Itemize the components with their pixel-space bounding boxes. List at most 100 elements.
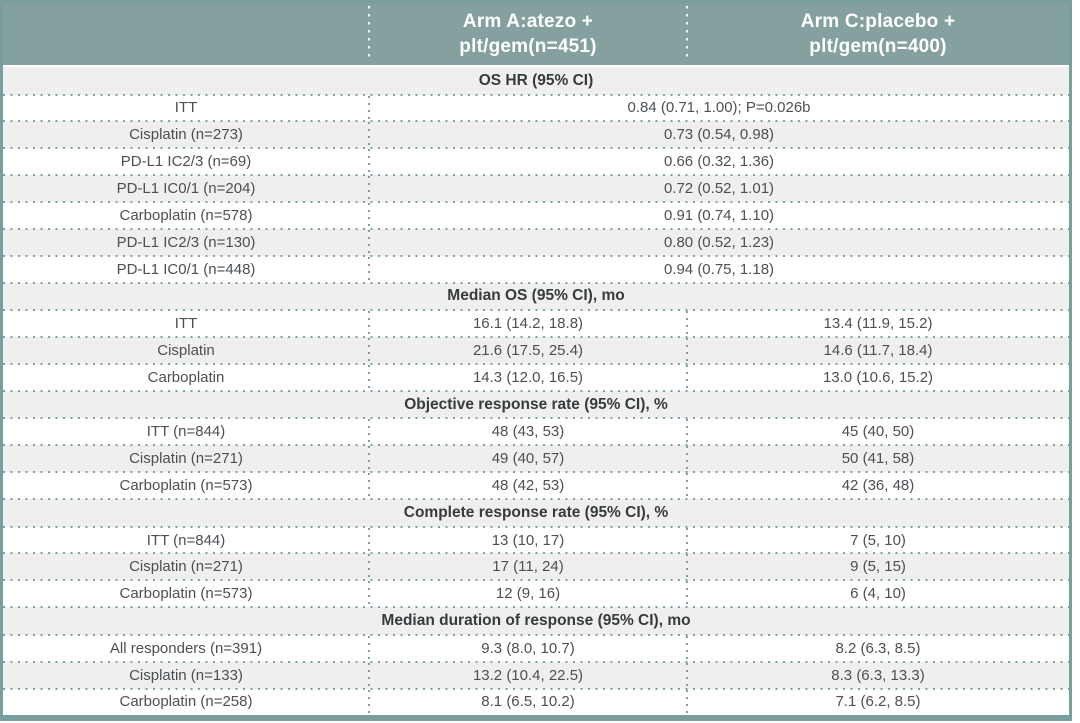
section-header-row: Median OS (95% CI), mo <box>3 281 1069 311</box>
value-text: 6 (4, 10) <box>850 585 906 603</box>
value-text: 16.1 (14.2, 18.8) <box>472 315 584 333</box>
value-text: 48 (43, 53) <box>491 423 565 441</box>
value-text: 17 (11, 24) <box>492 558 564 576</box>
section-title: Complete response rate (95% CI), % <box>403 503 669 521</box>
value-text: 14.6 (11.7, 18.4) <box>823 342 933 360</box>
row-label-cell: Cisplatin <box>3 337 369 364</box>
table-row: Carboplatin 14.3 (12.0, 16.5) 13.0 (10.6, … <box>3 363 1069 391</box>
row-label: Carboplatin (n=573) <box>119 585 253 603</box>
row-label: Cisplatin (n=271) <box>129 450 243 468</box>
arm-c-value-cell: 42 (36, 48) <box>686 472 1069 499</box>
table-row: ITT (n=844) 48 (43, 53) 45 (40, 50) <box>3 417 1069 446</box>
row-label: Cisplatin (n=273) <box>129 126 243 144</box>
table-row: ITT 0.84 (0.71, 1.00); P=0.026b <box>3 93 1069 122</box>
row-label-cell: Cisplatin (n=271) <box>3 553 369 580</box>
merged-value-cell: 0.73 (0.54, 0.98) <box>368 121 1069 148</box>
value-text: 13 (10, 17) <box>491 531 565 549</box>
arm-c-value-cell: 8.3 (6.3, 13.3) <box>686 662 1069 689</box>
arm-a-value-cell: 8.1 (6.5, 10.2) <box>368 689 687 716</box>
section-header-row: OS HR (95% CI) <box>3 65 1069 95</box>
value-text: 8.3 (6.3, 13.3) <box>831 666 925 684</box>
table-row: Carboplatin (n=573) 48 (42, 53) 42 (36, 48… <box>3 471 1069 500</box>
value-text: 0.94 (0.75, 1.18) <box>663 260 775 278</box>
table-row: PD-L1 IC0/1 (n=448) 0.94 (0.75, 1.18) <box>3 254 1069 283</box>
table-row: PD-L1 IC2/3 (n=130) 0.80 (0.52, 1.23) <box>3 227 1069 256</box>
value-text: 13.0 (10.6, 15.2) <box>822 368 934 386</box>
value-text: 21.6 (17.5, 25.4) <box>472 342 584 360</box>
value-text: 0.84 (0.71, 1.00); P=0.026b <box>627 99 811 117</box>
row-label: Cisplatin (n=133) <box>129 666 243 684</box>
table-row: ITT 16.1 (14.2, 18.8) 13.4 (11.9, 15.2) <box>3 309 1069 338</box>
arm-a-value-cell: 16.1 (14.2, 18.8) <box>368 310 687 337</box>
header-arm-c-line1: Arm C:placebo + <box>800 11 956 32</box>
row-label: ITT <box>174 315 198 333</box>
value-text: 13.4 (11.9, 15.2) <box>823 315 933 333</box>
merged-value-cell: 0.91 (0.74, 1.10) <box>368 202 1069 229</box>
row-label-cell: Carboplatin <box>3 364 369 391</box>
header-empty-cell <box>3 3 369 65</box>
row-label-cell: ITT <box>3 95 369 122</box>
merged-value-cell: 0.94 (0.75, 1.18) <box>368 256 1069 283</box>
row-label-cell: Carboplatin (n=258) <box>3 689 369 716</box>
table-header-row: Arm A:atezo + plt/gem(n=451) Arm C:place… <box>3 3 1069 65</box>
value-text: 0.72 (0.52, 1.01) <box>663 180 775 198</box>
value-text: 42 (36, 48) <box>841 477 915 495</box>
arm-a-value-cell: 12 (9, 16) <box>368 580 687 607</box>
row-label: PD-L1 IC2/3 (n=130) <box>116 233 256 251</box>
row-label: Carboplatin (n=573) <box>119 477 253 495</box>
arm-a-value-cell: 48 (43, 53) <box>368 418 687 445</box>
section-header-row: Complete response rate (95% CI), % <box>3 498 1069 527</box>
arm-c-value-cell: 50 (41, 58) <box>686 445 1069 472</box>
table-row: Carboplatin (n=573) 12 (9, 16) 6 (4, 10) <box>3 579 1069 608</box>
table-row: Cisplatin (n=271) 49 (40, 57) 50 (41, 58) <box>3 444 1069 473</box>
row-label-cell: Carboplatin (n=573) <box>3 580 369 607</box>
value-text: 8.2 (6.3, 8.5) <box>835 639 921 657</box>
table-row: Carboplatin (n=258) 8.1 (6.5, 10.2) 7.1 (6… <box>3 687 1069 716</box>
merged-value-cell: 0.80 (0.52, 1.23) <box>368 229 1069 256</box>
table-row: All responders (n=391) 9.3 (8.0, 10.7) 8.2… <box>3 633 1069 662</box>
arm-a-value-cell: 13.2 (10.4, 22.5) <box>368 662 687 689</box>
row-label-cell: ITT (n=844) <box>3 527 369 554</box>
row-label-cell: Cisplatin (n=273) <box>3 121 369 148</box>
value-text: 49 (40, 57) <box>491 450 565 468</box>
arm-a-value-cell: 13 (10, 17) <box>368 527 687 554</box>
arm-c-value-cell: 8.2 (6.3, 8.5) <box>686 635 1069 662</box>
section-title: Median OS (95% CI), mo <box>447 287 625 305</box>
row-label: ITT (n=844) <box>146 423 226 441</box>
arm-a-value-cell: 17 (11, 24) <box>368 553 687 580</box>
merged-value-cell: 0.72 (0.52, 1.01) <box>368 175 1069 202</box>
merged-value-cell: 0.66 (0.32, 1.36) <box>368 148 1069 175</box>
table-row: Cisplatin (n=133) 13.2 (10.4, 22.5) 8.3 (6… <box>3 660 1069 689</box>
row-label-cell: All responders (n=391) <box>3 635 369 662</box>
row-label: Carboplatin <box>147 368 225 386</box>
row-label-cell: Cisplatin (n=271) <box>3 445 369 472</box>
value-text: 7.1 (6.2, 8.5) <box>835 693 921 711</box>
arm-c-value-cell: 9 (5, 15) <box>686 553 1069 580</box>
merged-value-cell: 0.84 (0.71, 1.00); P=0.026b <box>368 95 1069 122</box>
row-label-cell: PD-L1 IC2/3 (n=130) <box>3 229 369 256</box>
header-arm-c: Arm C:placebo + plt/gem(n=400) <box>686 3 1069 65</box>
row-label: Carboplatin (n=258) <box>119 693 253 711</box>
arm-c-value-cell: 13.0 (10.6, 15.2) <box>686 364 1069 391</box>
row-label: ITT <box>174 99 198 117</box>
table-row: PD-L1 IC2/3 (n=69) 0.66 (0.32, 1.36) <box>3 147 1069 176</box>
row-label: Cisplatin (n=271) <box>129 558 243 576</box>
row-label: Cisplatin <box>157 342 215 360</box>
table-row: PD-L1 IC0/1 (n=204) 0.72 (0.52, 1.01) <box>3 174 1069 203</box>
header-arm-a: Arm A:atezo + plt/gem(n=451) <box>368 3 687 65</box>
arm-a-value-cell: 14.3 (12.0, 16.5) <box>368 364 687 391</box>
table-row: ITT (n=844) 13 (10, 17) 7 (5, 10) <box>3 525 1069 554</box>
arm-a-value-cell: 9.3 (8.0, 10.7) <box>368 635 687 662</box>
value-text: 0.91 (0.74, 1.10) <box>663 207 775 224</box>
arm-c-value-cell: 7.1 (6.2, 8.5) <box>686 689 1069 716</box>
section-title: Objective response rate (95% CI), % <box>404 395 668 413</box>
row-label-cell: ITT <box>3 310 369 337</box>
row-label-cell: PD-L1 IC2/3 (n=69) <box>3 148 369 175</box>
row-label-cell: Carboplatin (n=573) <box>3 472 369 499</box>
row-label-cell: Carboplatin (n=578) <box>3 202 369 229</box>
row-label: Carboplatin (n=578) <box>119 207 253 224</box>
section-title: OS HR (95% CI) <box>478 71 594 89</box>
row-label: All responders (n=391) <box>109 639 263 657</box>
value-text: 45 (40, 50) <box>841 423 915 441</box>
